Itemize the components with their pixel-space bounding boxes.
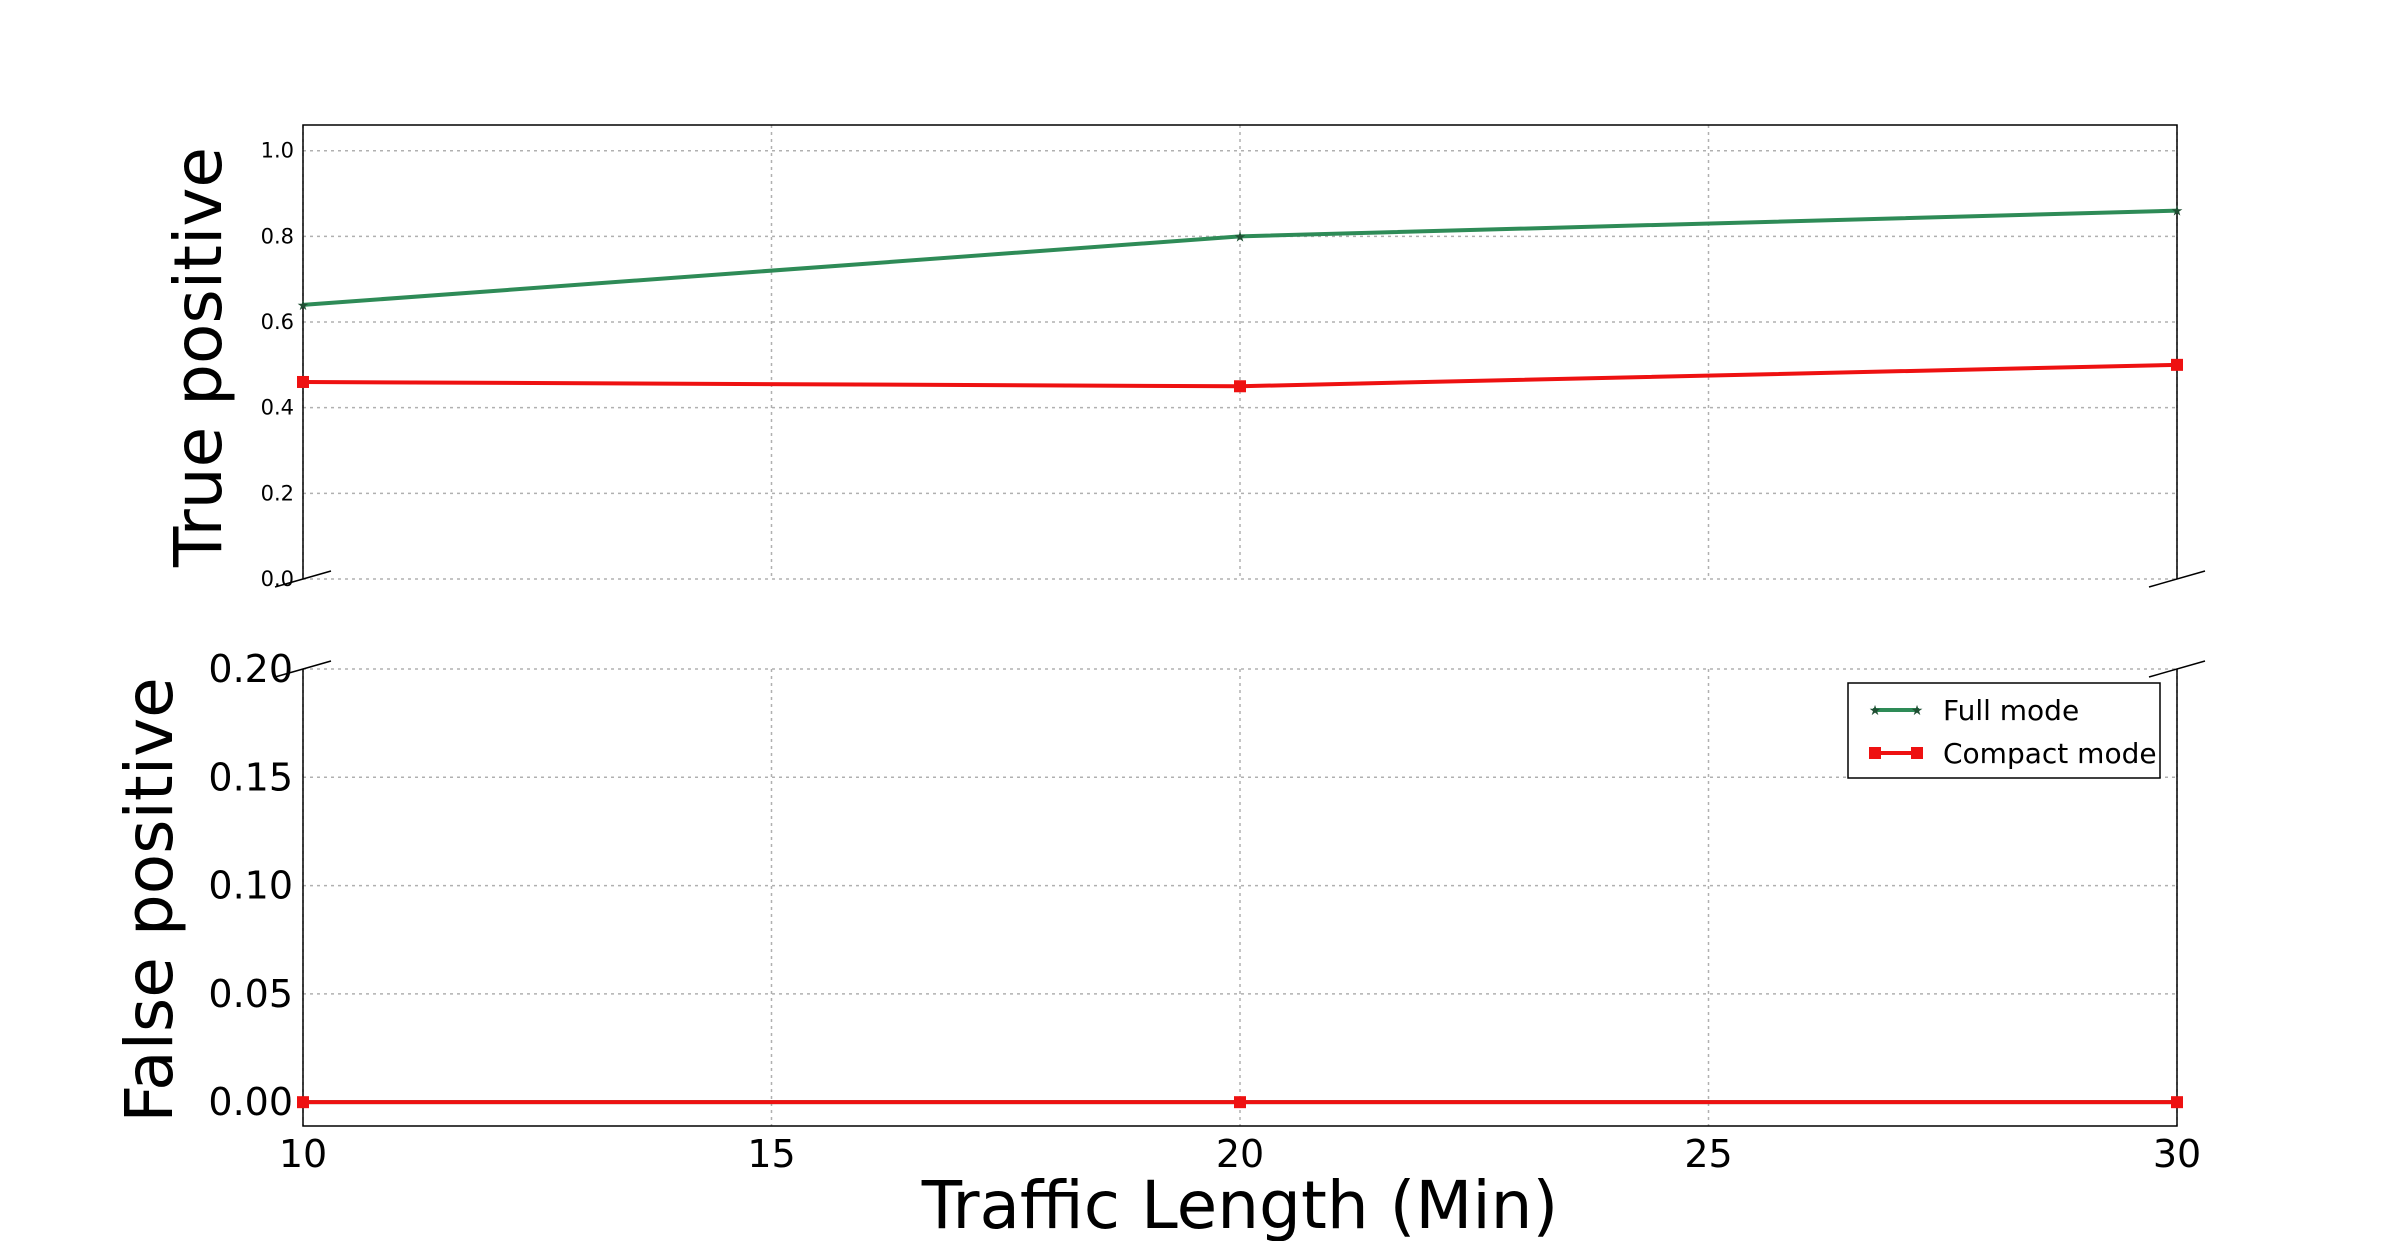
legend-label: Compact mode: [1943, 737, 2157, 770]
data-point-full-mode: ★: [1234, 229, 1247, 245]
x-tick-label: 25: [1684, 1132, 1732, 1176]
axis-break-mark: [274, 660, 332, 678]
y-tick-label: 0.0: [261, 567, 294, 591]
y-tick-label: 0.05: [208, 972, 293, 1016]
x-tick-label: 20: [1216, 1132, 1264, 1176]
legend-marker: ★: [1911, 703, 1924, 719]
y-tick-label: 0.15: [208, 755, 293, 799]
data-point-compact-mode: [297, 375, 309, 388]
y-tick-label: 0.2: [261, 481, 294, 505]
y-axis-title-top: True positive: [160, 147, 237, 568]
y-tick-label: 0.00: [208, 1080, 293, 1124]
x-tick-label: 30: [2153, 1132, 2201, 1176]
legend-box: [1847, 682, 2161, 779]
data-point-full-mode: ★: [297, 298, 310, 314]
legend-marker: ★: [1869, 703, 1882, 719]
data-point-compact-mode: [2171, 1096, 2183, 1109]
data-point-compact-mode: [297, 1096, 309, 1109]
y-tick-label: 0.8: [261, 224, 294, 248]
y-tick-label: 0.4: [261, 396, 294, 420]
y-axis-title-bottom: False positive: [111, 677, 188, 1123]
y-tick-label: 1.0: [261, 139, 294, 163]
top-panel-frame: [302, 124, 2178, 579]
data-point-compact-mode: [1234, 380, 1246, 393]
legend-label: Full mode: [1943, 694, 2079, 727]
bottom-panel-frame: [302, 669, 2178, 1127]
axis-break-mark: [2148, 570, 2206, 588]
x-axis-title: Traffic Length (Min): [921, 1167, 1559, 1241]
legend-marker: [1911, 747, 1923, 759]
legend-marker: [1869, 747, 1881, 759]
data-point-compact-mode: [2171, 358, 2183, 371]
axis-break-mark: [274, 570, 332, 588]
x-tick-label: 10: [279, 1132, 327, 1176]
y-tick-label: 0.20: [208, 647, 293, 691]
y-tick-label: 0.10: [208, 864, 293, 908]
data-point-full-mode: ★: [2171, 204, 2184, 220]
series-line-full-mode: [302, 208, 2178, 307]
data-point-compact-mode: [1234, 1096, 1246, 1109]
y-tick-label: 0.6: [261, 310, 294, 334]
x-tick-label: 15: [747, 1132, 795, 1176]
axis-break-mark: [2148, 660, 2206, 678]
legend: ★ ★ Full mode Compact mode: [1847, 682, 2161, 779]
